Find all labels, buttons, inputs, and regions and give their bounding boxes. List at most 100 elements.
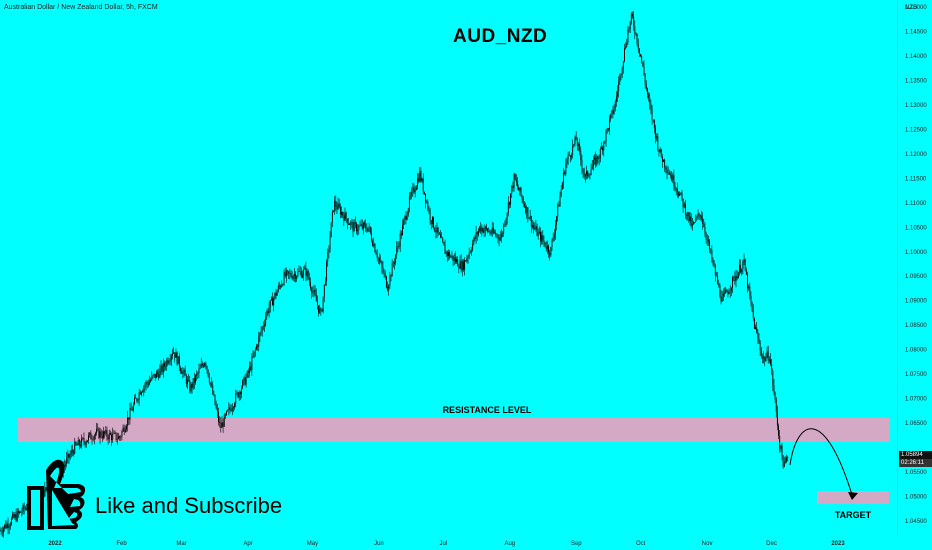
candle-body	[705, 233, 707, 240]
candle-body	[188, 379, 190, 381]
candle-body	[381, 261, 383, 268]
candle-body	[227, 410, 229, 412]
candle-body	[601, 147, 602, 149]
candle-body	[543, 240, 545, 243]
candle-body	[122, 427, 124, 432]
candle-body	[722, 293, 724, 298]
candle-body	[134, 398, 135, 405]
candle-body	[724, 292, 725, 294]
candle-body	[212, 385, 214, 395]
candle-body	[606, 128, 608, 131]
candle-body	[471, 250, 472, 252]
candle-body	[383, 272, 385, 274]
candle-body	[591, 165, 593, 170]
candle-body	[630, 13, 632, 22]
candlestick-series	[0, 11, 789, 538]
candle-body	[458, 266, 460, 269]
candle-body	[740, 264, 742, 273]
projection-arrow	[789, 428, 854, 499]
candle-body	[220, 422, 222, 428]
candle-body	[488, 231, 490, 232]
candle-body	[741, 269, 743, 273]
candle-body	[720, 296, 722, 302]
candle-body	[1, 532, 3, 533]
candle-body	[356, 223, 357, 232]
y-tick-label: 1.05000	[905, 495, 927, 501]
candle-body	[44, 487, 46, 497]
candle-body	[246, 371, 248, 378]
candle-body	[235, 393, 237, 404]
candle-body	[595, 157, 597, 165]
candle-body	[168, 361, 170, 364]
candle-body	[675, 188, 677, 190]
candle-body	[542, 235, 544, 241]
candle-body	[213, 394, 215, 395]
candle-body	[154, 373, 156, 378]
candle-body	[245, 377, 247, 385]
candle-body	[205, 363, 207, 367]
candle-body	[459, 260, 461, 269]
candle-body	[88, 435, 89, 441]
candle-body	[291, 276, 293, 279]
candle-body	[226, 411, 227, 415]
candle-body	[334, 200, 336, 211]
candle-body	[523, 204, 525, 207]
chart-title: AUD_NZD	[453, 26, 548, 47]
candle-body	[404, 216, 406, 221]
candle-body	[756, 327, 758, 333]
candle-body	[489, 231, 491, 234]
candle-body	[729, 290, 731, 292]
candle-body	[185, 375, 187, 385]
candle-body	[337, 203, 339, 210]
candle-body	[384, 273, 386, 277]
candle-body	[550, 246, 552, 256]
candle-body	[120, 436, 122, 438]
candle-body	[507, 202, 509, 213]
y-tick-label: 1.14000	[905, 54, 927, 60]
x-tick-label: Sep	[571, 541, 582, 547]
candle-body	[251, 357, 253, 370]
candle-body	[734, 276, 736, 282]
candle-body	[583, 172, 585, 177]
target-label: TARGET	[835, 510, 872, 520]
candle-body	[648, 94, 650, 98]
candle-body	[560, 189, 562, 196]
candle-body	[545, 246, 547, 250]
candle-body	[768, 359, 770, 361]
candle-body	[111, 434, 112, 441]
candle-body	[635, 33, 637, 35]
candle-body	[106, 429, 108, 437]
candle-body	[295, 273, 296, 280]
candle-body	[621, 68, 623, 76]
candle-body	[594, 157, 595, 160]
candle-body	[469, 251, 471, 253]
candle-body	[622, 60, 624, 69]
candle-body	[312, 291, 314, 294]
candle-body	[565, 163, 567, 175]
candle-body	[143, 387, 145, 392]
candle-body	[759, 342, 761, 351]
candle-body	[23, 505, 25, 510]
candle-body	[716, 275, 717, 277]
candle-body	[748, 286, 750, 289]
candle-body	[644, 75, 646, 84]
time-axis[interactable]: 2022 Feb Mar Apr May Jun Jul Aug Sep Oct Nov Dec 202…	[48, 541, 845, 547]
candle-body	[698, 213, 700, 216]
candle-body	[279, 285, 280, 287]
candle-body	[372, 240, 374, 246]
candle-body	[126, 425, 127, 430]
candle-body	[11, 518, 12, 525]
candle-body	[108, 433, 110, 440]
candle-body	[333, 210, 334, 212]
x-tick-label: Mar	[176, 541, 186, 547]
price-axis[interactable]: 1.15000 1.14500 1.14000 1.13500 1.13000 1.125…	[905, 5, 927, 525]
candle-body	[198, 368, 200, 374]
candle-body	[728, 291, 730, 295]
candle-body	[24, 508, 26, 510]
candle-body	[65, 464, 66, 466]
candle-body	[535, 226, 537, 230]
candle-body	[358, 225, 360, 230]
candle-body	[282, 284, 284, 286]
candle-body	[445, 251, 447, 254]
